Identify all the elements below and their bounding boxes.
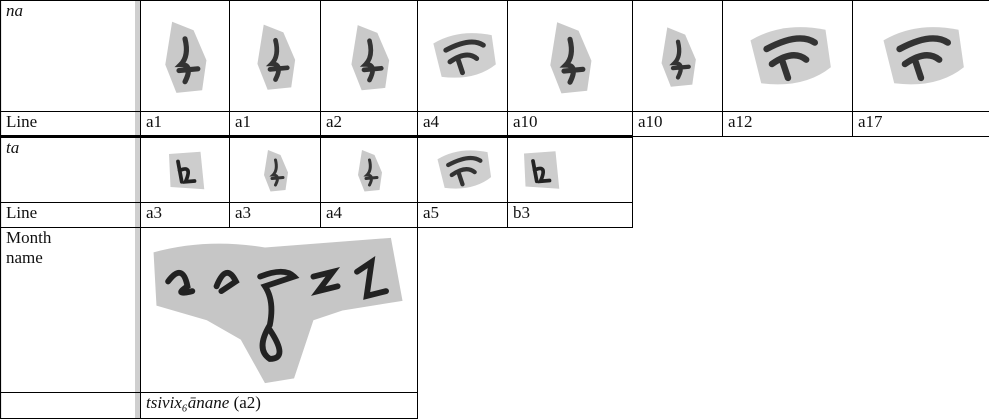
line-ref: a12 (723, 112, 853, 137)
ta-row: ta (1, 137, 989, 203)
row-label (1, 393, 141, 419)
glyph (230, 137, 321, 203)
line-ref: a17 (853, 112, 989, 137)
line-ref: a10 (633, 112, 723, 137)
glyph (853, 1, 989, 112)
line-ref: a2 (321, 112, 418, 137)
month-row: Month name (1, 228, 989, 393)
empty-cell (853, 203, 989, 228)
glyph (230, 1, 321, 112)
empty-cell (723, 203, 853, 228)
glyph (141, 137, 230, 203)
glyph (321, 1, 418, 112)
line-ref: a1 (141, 112, 230, 137)
glyph (508, 1, 633, 112)
line-ref: a1 (230, 112, 321, 137)
empty-cell (508, 393, 633, 419)
caption-row: tsivix₆ānane (a2) (1, 393, 989, 419)
glyph (418, 1, 508, 112)
line-ref: a5 (418, 203, 508, 228)
row-label: Line (1, 112, 141, 137)
empty-cell (633, 203, 723, 228)
empty-cell (418, 393, 508, 419)
row-label: Month name (1, 228, 141, 393)
line-row: Line a1 a1 a2 a4 a10 a10 a12 a17 (1, 112, 989, 137)
line-ref: a3 (141, 203, 230, 228)
caption-word: tsivix₆ānane (146, 393, 229, 412)
na-row: na (1, 1, 989, 112)
empty-cell (853, 393, 989, 419)
row-label: ta (1, 137, 141, 203)
empty-cell (723, 228, 853, 393)
glyph (418, 137, 508, 203)
glyph (508, 137, 633, 203)
line-ref: a4 (418, 112, 508, 137)
caption-ref: (a2) (234, 393, 261, 412)
line-ref: a10 (508, 112, 633, 137)
caption: tsivix₆ānane (a2) (141, 393, 418, 419)
empty-cell (853, 228, 989, 393)
empty-cell (633, 137, 723, 203)
glyph (723, 1, 853, 112)
empty-cell (418, 228, 508, 393)
empty-cell (508, 228, 633, 393)
row-label: na (1, 1, 141, 112)
glyph (141, 1, 230, 112)
glyph (321, 137, 418, 203)
empty-cell (853, 137, 989, 203)
line-ref: a4 (321, 203, 418, 228)
month-label: Month name (6, 228, 66, 268)
empty-cell (633, 393, 723, 419)
line-ref: a3 (230, 203, 321, 228)
line-row: Line a3 a3 a4 a5 b3 (1, 203, 989, 228)
row-label: Line (1, 203, 141, 228)
glyph (633, 1, 723, 112)
glyph (141, 228, 418, 393)
empty-cell (723, 137, 853, 203)
empty-cell (633, 228, 723, 393)
line-ref: b3 (508, 203, 633, 228)
empty-cell (723, 393, 853, 419)
